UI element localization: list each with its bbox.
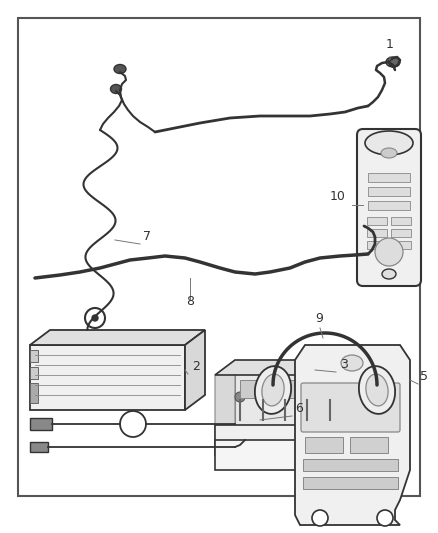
- Bar: [367, 217, 387, 225]
- Ellipse shape: [262, 374, 284, 406]
- Bar: [280, 380, 310, 398]
- Bar: [305, 437, 343, 453]
- Polygon shape: [30, 330, 205, 345]
- Ellipse shape: [341, 355, 363, 371]
- Text: 6: 6: [295, 402, 303, 415]
- Bar: [391, 217, 411, 225]
- Bar: [368, 201, 410, 210]
- Ellipse shape: [255, 366, 291, 414]
- Bar: [368, 173, 410, 182]
- Polygon shape: [235, 360, 355, 425]
- Bar: [235, 418, 257, 430]
- Text: 9: 9: [315, 312, 323, 325]
- Circle shape: [302, 392, 312, 402]
- FancyBboxPatch shape: [357, 129, 421, 286]
- Bar: [240, 380, 270, 398]
- Text: 8: 8: [186, 295, 194, 308]
- Polygon shape: [215, 440, 335, 470]
- Polygon shape: [215, 360, 235, 440]
- Bar: [18, 18, 420, 496]
- Circle shape: [312, 510, 328, 526]
- Bar: [30, 383, 38, 403]
- Bar: [391, 229, 411, 237]
- Bar: [30, 418, 52, 430]
- Text: 10: 10: [330, 190, 346, 203]
- Bar: [391, 241, 411, 249]
- Circle shape: [377, 510, 393, 526]
- Circle shape: [235, 392, 245, 402]
- Ellipse shape: [114, 64, 126, 74]
- Ellipse shape: [386, 57, 400, 67]
- Circle shape: [120, 411, 146, 437]
- Ellipse shape: [366, 374, 388, 406]
- Bar: [367, 229, 387, 237]
- Polygon shape: [185, 330, 205, 410]
- Text: 2: 2: [192, 360, 200, 373]
- Bar: [30, 345, 185, 410]
- Circle shape: [280, 392, 290, 402]
- Circle shape: [92, 315, 98, 321]
- Bar: [368, 187, 410, 196]
- Bar: [215, 425, 335, 455]
- Bar: [30, 367, 38, 379]
- Polygon shape: [215, 360, 355, 375]
- Bar: [303, 459, 398, 471]
- Text: 3: 3: [340, 358, 348, 371]
- Bar: [367, 241, 387, 249]
- Bar: [30, 350, 38, 362]
- Circle shape: [325, 392, 335, 402]
- Text: 1: 1: [386, 38, 394, 60]
- Polygon shape: [335, 360, 355, 425]
- Bar: [350, 437, 388, 453]
- Ellipse shape: [365, 131, 413, 155]
- Ellipse shape: [359, 366, 395, 414]
- Ellipse shape: [110, 85, 121, 93]
- Circle shape: [375, 238, 403, 266]
- FancyBboxPatch shape: [301, 383, 400, 432]
- Bar: [30, 442, 48, 452]
- Text: 7: 7: [143, 230, 151, 243]
- Ellipse shape: [381, 148, 397, 158]
- Circle shape: [258, 392, 268, 402]
- Bar: [303, 477, 398, 489]
- Polygon shape: [295, 345, 410, 525]
- Text: 5: 5: [420, 370, 428, 383]
- Circle shape: [85, 308, 105, 328]
- Ellipse shape: [382, 269, 396, 279]
